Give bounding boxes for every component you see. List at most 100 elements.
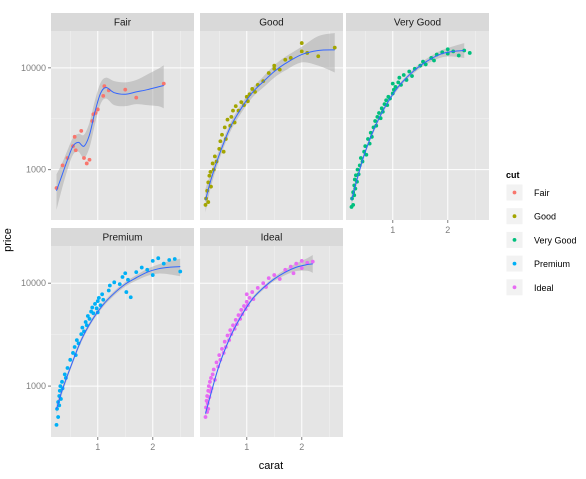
data-point: [84, 161, 89, 166]
data-point: [375, 114, 380, 119]
panel-background: [200, 31, 343, 220]
data-point: [106, 288, 111, 293]
facet-strip-label: Ideal: [261, 233, 283, 244]
data-point: [384, 98, 389, 103]
panel-background: [346, 31, 489, 220]
data-point: [82, 156, 86, 160]
data-point: [79, 332, 84, 337]
data-point: [55, 407, 59, 411]
data-point: [102, 84, 107, 89]
data-point: [228, 328, 233, 333]
data-point: [231, 323, 235, 328]
data-point: [373, 119, 378, 123]
facet-panel-fair: Fair: [51, 13, 194, 220]
data-point: [393, 84, 398, 89]
facet-strip-label: Premium: [102, 233, 142, 244]
x-tick-label: 2: [299, 442, 304, 452]
data-point: [390, 81, 395, 86]
data-point: [239, 308, 244, 312]
data-point: [407, 69, 412, 74]
data-point: [244, 299, 249, 304]
panel-background: [200, 246, 343, 437]
data-point: [79, 129, 84, 133]
data-point: [209, 376, 213, 380]
data-point: [123, 87, 128, 92]
x-tick-label: 2: [445, 225, 450, 235]
data-point: [242, 304, 246, 308]
data-point: [250, 87, 255, 91]
data-point: [161, 261, 166, 266]
data-point: [231, 108, 235, 113]
y-axis-title: price: [2, 228, 14, 252]
data-point: [208, 169, 213, 174]
data-point: [366, 137, 370, 141]
data-point: [150, 273, 155, 277]
data-point: [150, 258, 155, 263]
data-point: [101, 297, 106, 302]
data-point: [462, 48, 467, 53]
data-point: [62, 372, 67, 377]
data-point: [134, 95, 139, 100]
data-point: [377, 111, 381, 115]
data-point: [84, 323, 89, 328]
data-point: [236, 313, 241, 317]
data-point: [266, 276, 271, 281]
data-point: [87, 157, 92, 162]
data-point: [206, 384, 211, 388]
data-point: [90, 305, 95, 310]
data-point: [222, 125, 227, 130]
data-point: [220, 132, 224, 137]
legend-key-point: [512, 214, 517, 219]
data-point: [379, 106, 384, 111]
data-point: [134, 270, 139, 275]
data-point: [94, 306, 99, 311]
data-point: [467, 51, 472, 55]
data-point: [161, 81, 166, 86]
legend-label: Ideal: [534, 283, 554, 293]
data-point: [310, 259, 315, 264]
data-point: [272, 63, 277, 68]
data-point: [291, 271, 296, 276]
data-point: [283, 267, 288, 272]
data-point: [120, 275, 125, 279]
data-point: [57, 388, 62, 393]
data-point: [332, 45, 337, 50]
data-point: [145, 267, 150, 272]
facet-strip: [200, 228, 343, 246]
data-point: [239, 100, 244, 105]
data-point: [93, 301, 97, 306]
x-tick-label: 1: [244, 442, 249, 452]
data-point: [244, 94, 249, 99]
data-points: [54, 81, 166, 190]
facet-panel-premium: Premium: [51, 228, 194, 437]
data-point: [203, 203, 208, 207]
data-point: [211, 367, 216, 372]
data-point: [156, 256, 161, 261]
data-point: [80, 325, 85, 330]
data-point: [210, 372, 215, 377]
data-point: [126, 277, 130, 282]
data-point: [208, 379, 212, 384]
data-point: [432, 58, 436, 63]
data-point: [225, 333, 230, 338]
data-point: [445, 47, 450, 52]
legend-title: cut: [506, 170, 520, 180]
data-point: [229, 114, 234, 119]
data-point: [124, 290, 129, 294]
data-point: [250, 290, 255, 294]
data-point: [225, 117, 230, 122]
data-point: [172, 257, 177, 261]
data-point: [288, 264, 293, 269]
data-point: [203, 415, 208, 419]
legend: cut Fair Good Very Good Premium Ideal: [505, 170, 577, 297]
data-point: [266, 71, 271, 75]
data-point: [214, 360, 219, 365]
data-point: [95, 299, 100, 304]
data-point: [210, 161, 215, 166]
facet-strip-label: Good: [259, 18, 283, 29]
x-tick-label: 1: [390, 225, 395, 235]
y-tick-label: 1000: [26, 381, 46, 391]
y-tick-label: 1000: [26, 165, 46, 175]
legend-key-point: [512, 285, 517, 290]
data-point: [363, 144, 368, 149]
